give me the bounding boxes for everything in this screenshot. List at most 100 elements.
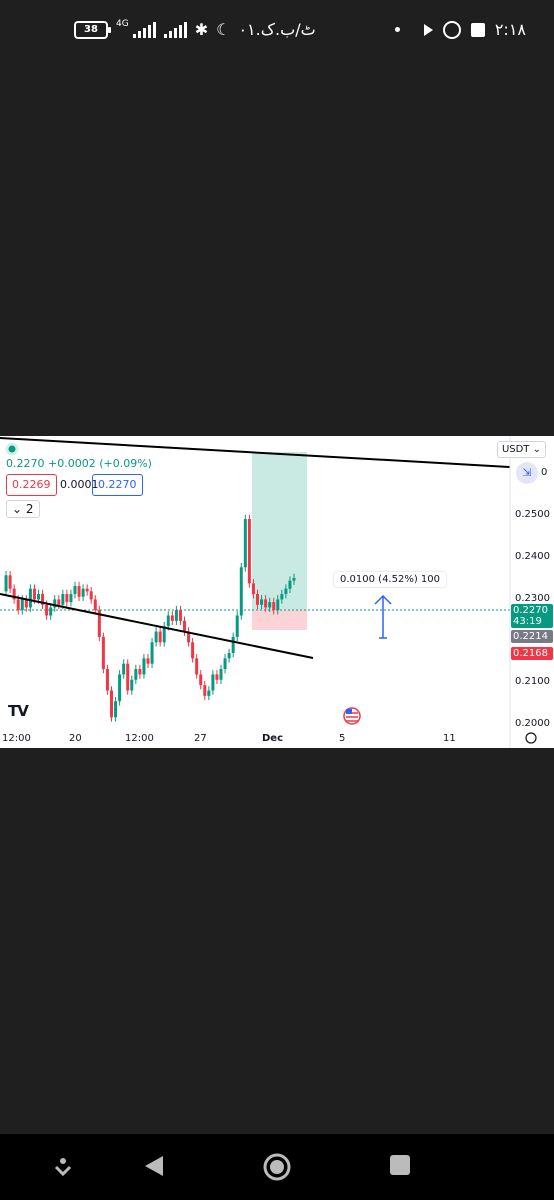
stop-price-tag: 0.2168	[511, 647, 553, 660]
candle-body	[154, 631, 158, 643]
home-button-icon[interactable]	[262, 1152, 292, 1186]
recents-button-icon[interactable]	[389, 1154, 411, 1180]
candle-body	[134, 669, 138, 680]
candle-body	[276, 599, 280, 611]
candle-body	[146, 658, 150, 664]
moon-icon: ☾	[216, 20, 231, 39]
measure-arrow-head	[374, 594, 392, 605]
candle-body	[73, 586, 77, 595]
back-button-icon[interactable]	[143, 1154, 165, 1182]
countdown-value: 43:19	[513, 616, 542, 627]
candle-body	[203, 685, 207, 696]
candle-body	[227, 652, 231, 659]
candle-body	[231, 636, 235, 653]
currency-label: USDT	[501, 444, 530, 455]
candle-body	[284, 588, 288, 595]
candle-body	[12, 588, 16, 600]
candle-body	[20, 599, 24, 611]
chevron-down-icon: ⌄	[12, 502, 23, 516]
collapse-arrows-icon[interactable]: ⇲	[516, 462, 538, 484]
candle-body	[183, 620, 186, 632]
candle-body	[223, 658, 227, 670]
status-bar: 38 4G ✱ ☾ ٹ/ب.ک.۰۱ ۲:۱۸	[0, 0, 554, 64]
candle-body	[142, 658, 146, 675]
candle-body	[97, 610, 101, 637]
candle-body	[45, 604, 49, 616]
x-tick-4: Dec	[262, 733, 284, 744]
candle-body	[49, 607, 53, 616]
candle-body	[65, 594, 69, 603]
candle-body	[187, 631, 191, 643]
settings-gear-icon	[525, 732, 537, 744]
candle-body	[101, 636, 105, 670]
candle-body	[4, 575, 8, 592]
y-tick-0: 0.2500	[515, 509, 550, 520]
candle-body	[57, 599, 61, 605]
x-tick-3: 27	[194, 733, 207, 744]
play-store-icon	[423, 23, 433, 36]
price-chart[interactable]	[0, 436, 554, 748]
candle-body	[77, 586, 81, 597]
candle-body	[16, 599, 20, 611]
candle-body	[260, 599, 264, 605]
candle-body	[138, 669, 142, 675]
candle-body	[158, 631, 162, 643]
candle-body	[239, 567, 243, 616]
us-flag-icon	[343, 707, 361, 725]
chart-panel[interactable]: 0.2270 +0.0002 (+0.09%) 0.2269 0.0001 0.…	[0, 436, 554, 748]
candle-body	[280, 594, 284, 600]
x-tick-6: 11	[443, 733, 456, 744]
signal-icon-2	[163, 21, 187, 38]
candle-body	[264, 599, 268, 608]
candle-body	[272, 602, 276, 611]
candle-body	[32, 588, 36, 600]
candle-body	[122, 663, 126, 675]
y-tick-3: 0.2100	[515, 676, 550, 687]
date-label: ٹ/ب.ک.۰۱	[238, 20, 316, 39]
clock: ۲:۱۸	[494, 20, 526, 39]
spread-value: 0.0001	[60, 478, 99, 491]
candle-body	[215, 674, 219, 680]
x-tick-5: 5	[339, 733, 346, 744]
candle-body	[150, 642, 154, 664]
interval-selector[interactable]: ⌄ 2	[6, 500, 40, 518]
candle-body	[8, 575, 12, 589]
candle-body	[170, 615, 174, 621]
x-tick-2: 12:00	[125, 733, 154, 744]
candle-body	[166, 615, 170, 627]
status-bar-right: ۲:۱۸	[394, 20, 526, 39]
y-tick-2: 0.2300	[515, 593, 550, 604]
candle-body	[268, 602, 272, 608]
candle-body	[195, 658, 199, 675]
y-tick-4: 0.2000	[515, 718, 550, 729]
current-price-tag: 0.2270 43:19	[511, 604, 553, 628]
sell-price-box[interactable]: 0.2269	[6, 474, 57, 496]
candle-body	[37, 594, 40, 600]
buy-price-box[interactable]: 0.2270	[92, 474, 143, 496]
candle-body	[118, 674, 122, 702]
measure-label: 0.0100 (4.52%) 100	[334, 572, 447, 587]
candle-body	[251, 583, 255, 595]
battery-icon: 38	[74, 20, 111, 39]
x-tick-0: 12:00	[2, 733, 31, 744]
status-bar-left: 38 4G ✱ ☾ ٹ/ب.ک.۰۱	[74, 19, 316, 39]
zoom-indicator: 0	[541, 467, 548, 478]
candle-body	[288, 580, 292, 589]
upper-trendline	[0, 437, 511, 468]
candle-body	[89, 591, 93, 600]
download-icon[interactable]	[54, 1156, 72, 1180]
candle-body	[191, 642, 195, 659]
candle-body	[130, 679, 134, 691]
upper-price-tag: 0.2214	[511, 630, 553, 643]
candle-body	[81, 588, 85, 597]
candle-body	[243, 519, 247, 568]
candle-body	[235, 615, 239, 637]
interval-value: 2	[25, 502, 34, 516]
top-marker	[5, 442, 19, 456]
candle-body	[28, 588, 32, 608]
candle-body	[41, 594, 45, 605]
notification-dot-icon	[394, 27, 400, 32]
candle-body	[292, 577, 296, 581]
currency-selector[interactable]: USDT ⌄	[496, 441, 546, 458]
candle-body	[256, 594, 259, 605]
